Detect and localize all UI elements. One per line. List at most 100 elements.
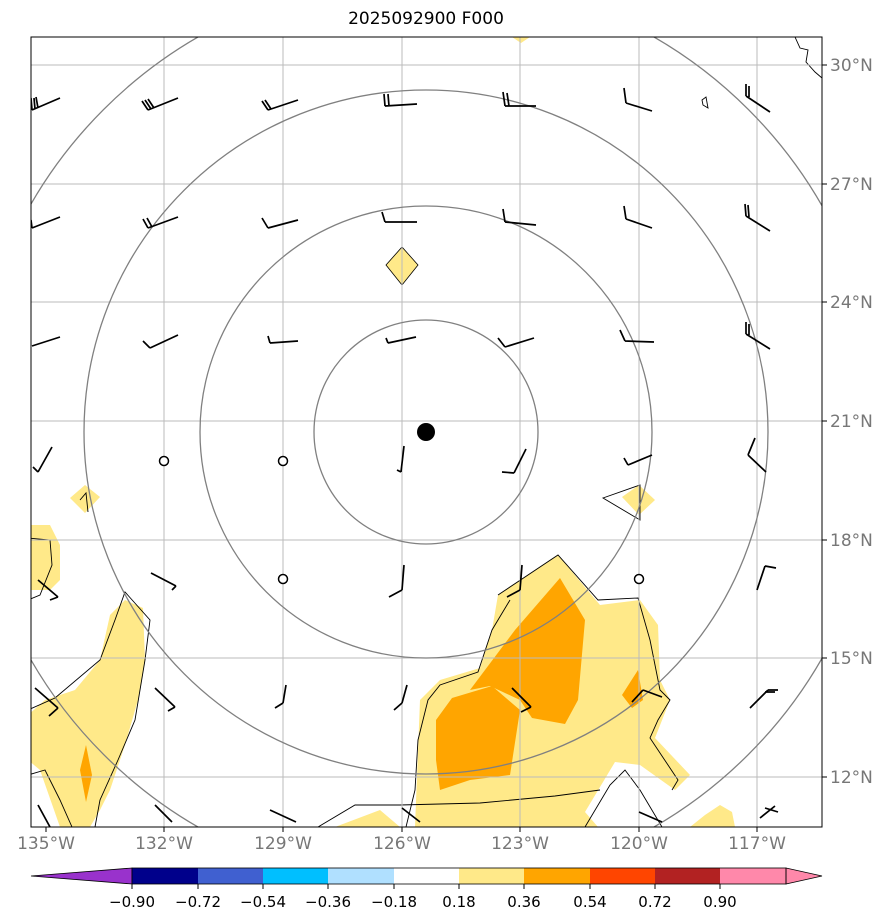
- wind-barb: [401, 807, 421, 823]
- lon-label-129w: 129°W: [254, 834, 312, 854]
- wind-barb: [388, 564, 405, 598]
- storm-center-marker: [417, 423, 435, 441]
- shaded-region-medium: [622, 670, 643, 708]
- shaded-region-light: [31, 600, 145, 827]
- lon-label-117w: 117°W: [728, 834, 786, 854]
- colorbar-extend-low: [30, 867, 133, 885]
- colorbar-tick-label: 0.18: [442, 893, 476, 911]
- calm-marker: [277, 455, 289, 467]
- wind-barb: [511, 687, 532, 713]
- shaded-region-medium: [470, 578, 585, 724]
- calm-wind-markers: [158, 455, 645, 585]
- colorbar-segment: [590, 868, 655, 884]
- range-ring: [83, 89, 769, 775]
- lat-label-21n: 21°N: [830, 412, 873, 432]
- wind-barb: [261, 217, 299, 229]
- wind-barb: [381, 211, 417, 223]
- wind-barb: [631, 689, 663, 703]
- colorbar-segment: [132, 868, 198, 884]
- colorbar-segment: [394, 868, 459, 884]
- wind-barb: [37, 804, 51, 827]
- colorbar-tick-label: −0.54: [240, 893, 286, 911]
- wind-barb: [142, 334, 179, 349]
- contour-lines: [31, 37, 822, 827]
- shaded-region-light: [31, 525, 60, 590]
- shaded-region-light: [70, 485, 100, 513]
- map-title: 2025092900 F000: [348, 9, 504, 29]
- colorbar-segment: [655, 868, 720, 884]
- colorbar-tick-label: −0.18: [371, 893, 417, 911]
- wind-barb: [497, 337, 535, 348]
- shaded-region-medium: [436, 686, 520, 790]
- wind-barb: [759, 805, 779, 819]
- wind-barb: [154, 687, 176, 712]
- lon-label-120w: 120°W: [610, 834, 668, 854]
- tick-marks: [45, 64, 827, 832]
- calm-marker: [633, 573, 645, 585]
- colorbar-extend-high: [785, 867, 823, 885]
- wind-barb: [623, 205, 653, 229]
- colorbar-tick-label: 0.36: [507, 893, 541, 911]
- wind-barb: [32, 446, 53, 473]
- lon-label-132w: 132°W: [135, 834, 193, 854]
- colorbar-segment: [263, 868, 328, 884]
- colorbar-segment: [524, 868, 590, 884]
- wind-barb: [37, 579, 59, 601]
- shaded-region-medium: [80, 745, 92, 802]
- wind-barb: [274, 684, 287, 709]
- colorbar-segment: [198, 868, 263, 884]
- lon-label-135w: 135°W: [17, 834, 75, 854]
- lat-label-27n: 27°N: [830, 175, 873, 195]
- colorbar-tick-label: 0.54: [573, 893, 607, 911]
- wind-barb: [141, 97, 179, 111]
- wind-barb: [385, 336, 417, 344]
- wind-barb: [745, 84, 771, 113]
- wind-barb: [31, 216, 61, 229]
- wind-barb: [749, 689, 778, 709]
- wind-barb: [393, 684, 408, 711]
- wind-barb: [269, 809, 297, 823]
- lat-label-18n: 18°N: [830, 531, 873, 551]
- shaded-region-light: [690, 805, 735, 827]
- wind-barb: [502, 91, 536, 107]
- wind-barb: [501, 448, 527, 474]
- wind-barb: [745, 322, 771, 350]
- calm-marker: [158, 455, 170, 467]
- lat-label-15n: 15°N: [830, 649, 873, 669]
- wind-barb: [623, 87, 653, 112]
- colorbar-segment: [720, 868, 786, 884]
- wind-barb: [623, 454, 653, 466]
- wind-barb: [150, 572, 177, 591]
- range-ring: [313, 319, 539, 545]
- wind-barb: [31, 96, 61, 111]
- wind-barb: [142, 216, 179, 229]
- shaded-regions: [31, 37, 735, 827]
- range-ring: [199, 205, 653, 659]
- wind-barb: [619, 329, 655, 343]
- colorbar-tick-label: 0.90: [703, 893, 737, 911]
- colorbar-tick-label: −0.72: [175, 893, 221, 911]
- lat-label-24n: 24°N: [830, 293, 873, 313]
- wind-barb: [34, 687, 59, 717]
- wind-barb: [383, 93, 418, 107]
- colorbar: [30, 867, 823, 889]
- wind-barb: [31, 336, 61, 347]
- wind-barb: [756, 565, 777, 591]
- colorbar-tick-label: 0.72: [638, 893, 672, 911]
- colorbar-segment: [328, 868, 394, 884]
- wind-barbs: [31, 84, 779, 827]
- range-rings: [31, 37, 822, 827]
- lat-label-12n: 12°N: [830, 768, 873, 788]
- lon-label-123w: 123°W: [491, 834, 549, 854]
- wind-barb: [396, 445, 405, 473]
- lat-label-30n: 30°N: [830, 56, 873, 76]
- wind-barb: [154, 804, 173, 823]
- wind-barb: [502, 208, 537, 226]
- lon-label-126w: 126°W: [373, 834, 431, 854]
- colorbar-tick-label: −0.36: [305, 893, 351, 911]
- colorbar-segment: [459, 868, 524, 884]
- wind-barb: [744, 203, 771, 232]
- wind-barb: [267, 335, 299, 344]
- wind-barb: [506, 564, 523, 598]
- colorbar-tick-label: −0.90: [109, 893, 155, 911]
